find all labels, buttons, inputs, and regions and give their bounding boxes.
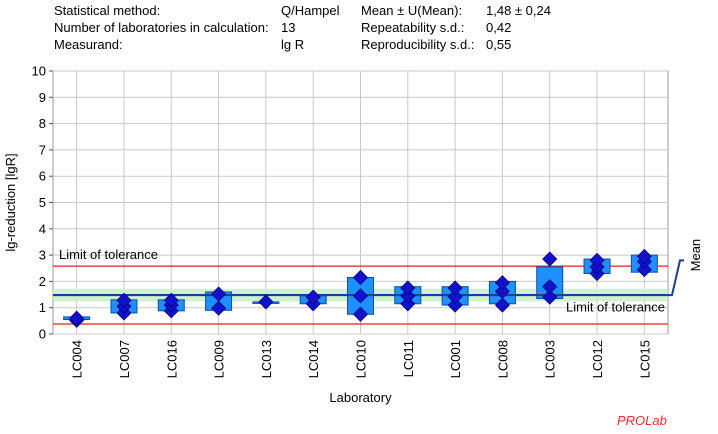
data-point	[494, 283, 510, 299]
data-point	[636, 248, 652, 264]
x-tick-label: LC008	[495, 340, 510, 378]
stats-values-2: 1,48 ± 0,24 0,42 0,55	[486, 2, 551, 53]
stat-value-reproducibility: 0,55	[486, 37, 512, 52]
stats-labels: Statistical method: Number of laboratori…	[54, 2, 269, 53]
x-tick-label: LC015	[637, 340, 652, 378]
data-point	[400, 296, 416, 312]
data-point	[352, 269, 369, 286]
data-point	[400, 288, 416, 304]
y-tick-label: 8	[39, 116, 46, 131]
x-tick-label: LC007	[117, 340, 132, 378]
stat-value-measurand: lg R	[281, 37, 305, 52]
data-point	[589, 252, 605, 268]
stat-label-repeatability: Repeatability s.d.:	[361, 20, 465, 35]
tolerance-label-lower: Limit of tolerance	[566, 300, 665, 315]
x-tick-label: LC016	[164, 340, 179, 378]
data-point	[636, 261, 652, 278]
x-tick-label: LC010	[354, 340, 369, 378]
y-tick-label: 9	[39, 90, 46, 105]
stat-label-count: Number of laboratories in calculation:	[54, 20, 269, 35]
data-point	[163, 292, 179, 308]
stats-labels-2: Mean ± U(Mean): Repeatability s.d.: Repr…	[361, 2, 474, 53]
stat-value-count: 13	[281, 20, 296, 35]
mean-leader-line	[668, 259, 684, 297]
data-point	[258, 294, 274, 310]
stats-values: Q/Hampel 13 lg R	[281, 2, 340, 53]
data-point	[447, 280, 463, 296]
stat-value-mean: 1,48 ± 0,24	[486, 3, 551, 18]
stat-label-mean: Mean ± U(Mean):	[361, 3, 463, 18]
stat-label-reproducibility: Reproducibility s.d.:	[361, 37, 475, 52]
x-tick-label: LC004	[70, 340, 85, 378]
data-point	[447, 297, 463, 313]
data-point	[352, 288, 369, 304]
mean-label: Mean	[688, 239, 703, 272]
data-point	[211, 286, 227, 302]
data-point	[305, 289, 321, 305]
x-tick-label: LC011	[401, 340, 416, 377]
x-tick-label: LC012	[590, 340, 605, 378]
y-tick-label: 0	[39, 327, 46, 342]
brand-logo: PROLab	[617, 413, 667, 428]
y-axis-title: lg-reduction [lgR]	[3, 153, 18, 251]
tolerance-label-upper: Limit of tolerance	[59, 247, 158, 262]
data-point	[352, 306, 369, 322]
stat-value-repeatability: 0,42	[486, 20, 512, 35]
data-point	[69, 310, 85, 326]
data-point	[447, 289, 463, 305]
y-tick-label: 6	[39, 169, 46, 184]
x-axis-title: Laboratory	[329, 390, 392, 405]
x-tick-label: LC001	[448, 340, 463, 378]
data-point	[494, 275, 510, 291]
y-tick-label: 2	[39, 274, 46, 289]
x-tick-label: LC003	[543, 340, 558, 378]
data-point	[116, 292, 132, 308]
y-tick-label: 7	[39, 142, 46, 157]
y-tick-label: 5	[39, 195, 46, 210]
stat-value-method: Q/Hampel	[281, 3, 340, 18]
y-tick-label: 4	[39, 221, 46, 236]
data-point	[542, 289, 558, 305]
x-tick-label: LC009	[212, 340, 227, 378]
data-point	[211, 300, 227, 316]
data-point	[542, 251, 558, 267]
data-point	[542, 279, 558, 295]
x-tick-label: LC014	[306, 340, 321, 378]
y-tick-label: 1	[39, 300, 46, 315]
x-tick-label: LC013	[259, 340, 274, 378]
stat-label-method: Statistical method:	[54, 3, 161, 18]
y-tick-label: 10	[32, 64, 46, 79]
stat-label-measurand: Measurand:	[54, 37, 123, 52]
data-point	[400, 280, 416, 296]
y-tick-label: 3	[39, 248, 46, 263]
data-point	[494, 297, 510, 313]
